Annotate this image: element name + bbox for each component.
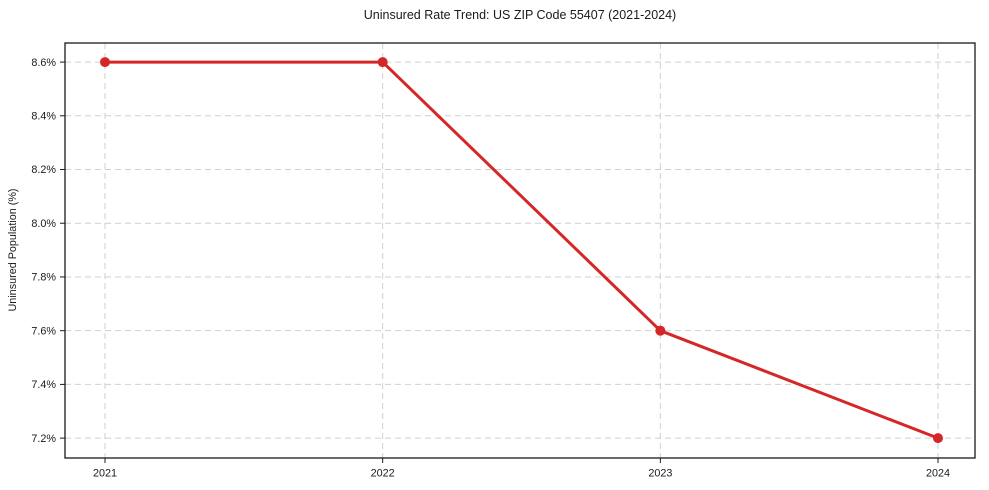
y-tick-label: 7.2%	[31, 433, 56, 445]
x-tick-label: 2024	[926, 468, 950, 480]
y-tick-label: 8.6%	[31, 57, 56, 69]
y-tick-label: 7.8%	[31, 272, 56, 284]
y-tick-label: 7.4%	[31, 379, 56, 391]
y-tick-label: 8.0%	[31, 218, 56, 230]
y-axis-label: Uninsured Population (%)	[7, 188, 19, 312]
y-tick-label: 7.6%	[31, 325, 56, 337]
y-tick-label: 8.2%	[31, 164, 56, 176]
trend-line	[103, 60, 940, 440]
plot-frame	[64, 42, 976, 459]
data-point	[933, 433, 943, 444]
y-tick-label: 8.4%	[31, 110, 56, 122]
x-tick-label: 2022	[371, 468, 395, 480]
data-point	[655, 325, 666, 336]
data-point	[100, 57, 110, 68]
x-tick-label: 2021	[93, 468, 117, 480]
chart-title: Uninsured Rate Trend: US ZIP Code 55407 …	[363, 8, 677, 22]
x-tick-label: 2023	[648, 468, 672, 480]
data-point	[377, 57, 388, 68]
